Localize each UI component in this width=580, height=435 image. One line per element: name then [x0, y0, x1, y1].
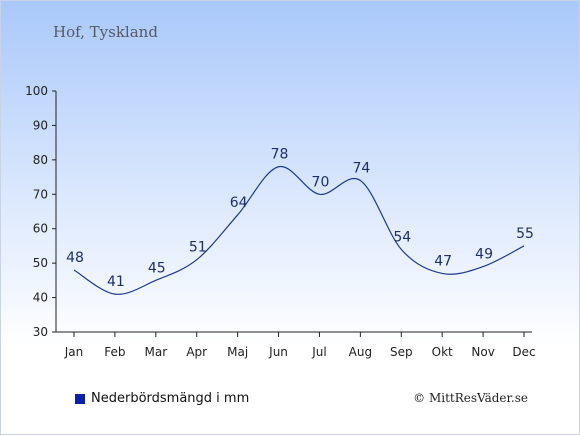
x-tick-label: Sep [390, 345, 413, 359]
data-label: 70 [312, 174, 330, 190]
y-tick-label: 80 [33, 153, 48, 167]
data-label: 47 [434, 253, 452, 269]
y-tick-label: 90 [33, 118, 48, 132]
data-label: 55 [516, 226, 534, 242]
x-tick-label: Jun [268, 345, 288, 359]
data-label: 78 [271, 147, 289, 163]
legend-label: Nederbördsmängd i mm [91, 391, 250, 406]
y-tick-label: 30 [33, 325, 48, 339]
x-tick-label: Okt [432, 345, 453, 359]
data-label: 54 [393, 229, 411, 245]
x-tick-label: Jul [311, 345, 326, 359]
y-tick-label: 70 [33, 187, 48, 201]
chart-title: Hof, Tyskland [53, 23, 158, 41]
x-tick-label: Dec [512, 345, 535, 359]
x-tick-label: Jan [64, 345, 84, 359]
data-label: 49 [475, 247, 493, 263]
data-label: 45 [148, 260, 166, 276]
y-tick-label: 50 [33, 256, 48, 270]
copyright-text: © MittResVäder.se [413, 391, 528, 405]
data-label: 51 [189, 240, 207, 256]
y-tick-label: 40 [33, 291, 48, 305]
x-tick-label: Feb [104, 345, 125, 359]
x-tick-label: Mar [144, 345, 167, 359]
x-tick-label: Apr [186, 345, 207, 359]
y-tick-label: 60 [33, 222, 48, 236]
series-line [73, 166, 525, 295]
data-label: 74 [352, 161, 370, 177]
legend-swatch [75, 393, 85, 404]
y-tick-label: 100 [25, 84, 48, 98]
x-tick-label: Maj [227, 345, 248, 359]
data-label: 41 [107, 274, 125, 290]
data-label: 48 [66, 250, 84, 266]
data-label: 64 [230, 195, 248, 211]
legend: Nederbördsmängd i mm [75, 391, 249, 406]
x-tick-label: Nov [471, 345, 494, 359]
x-tick-label: Aug [349, 345, 372, 359]
